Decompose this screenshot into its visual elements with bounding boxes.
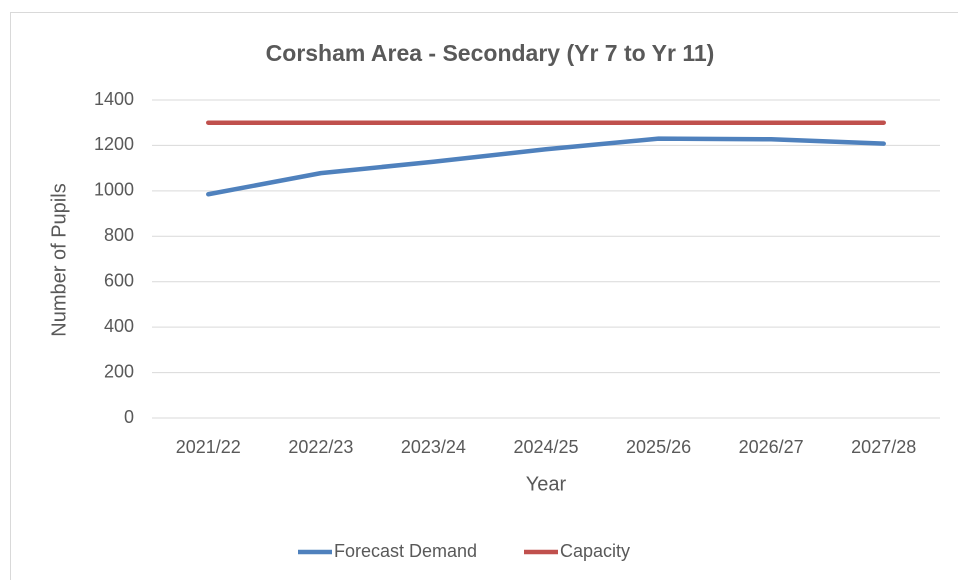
legend-label: Forecast Demand bbox=[334, 541, 477, 561]
x-tick-label: 2025/26 bbox=[626, 437, 691, 457]
legend-label: Capacity bbox=[560, 541, 630, 561]
y-tick-label: 200 bbox=[104, 361, 134, 381]
x-tick-label: 2021/22 bbox=[176, 437, 241, 457]
y-tick-label: 0 bbox=[124, 407, 134, 427]
series-line bbox=[206, 136, 886, 197]
chart-title: Corsham Area - Secondary (Yr 7 to Yr 11) bbox=[266, 40, 715, 66]
x-tick-label: 2023/24 bbox=[401, 437, 466, 457]
y-tick-label: 1200 bbox=[94, 134, 134, 154]
chart-border bbox=[10, 12, 958, 580]
x-axis-label: Year bbox=[526, 473, 567, 495]
y-tick-label: 1400 bbox=[94, 89, 134, 109]
y-tick-label: 600 bbox=[104, 270, 134, 290]
y-tick-label: 800 bbox=[104, 225, 134, 245]
x-tick-label: 2024/25 bbox=[513, 437, 578, 457]
x-tick-label: 2026/27 bbox=[739, 437, 804, 457]
x-tick-label: 2022/23 bbox=[288, 437, 353, 457]
y-tick-label: 1000 bbox=[94, 180, 134, 200]
x-tick-label: 2027/28 bbox=[851, 437, 916, 457]
y-axis-label: Number of Pupils bbox=[48, 183, 70, 336]
y-tick-label: 400 bbox=[104, 316, 134, 336]
